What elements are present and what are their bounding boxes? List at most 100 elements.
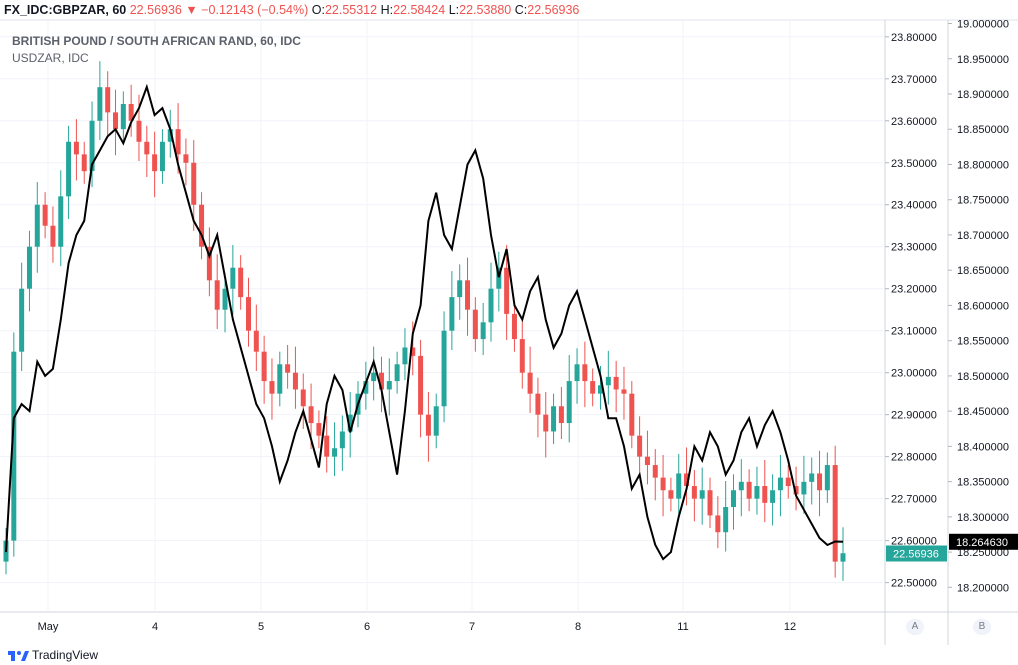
candle-body xyxy=(652,465,658,478)
right-axis-tick-label: 18.200000 xyxy=(957,582,1009,594)
left-axis-tick-label: 23.50000 xyxy=(891,158,937,170)
candle-body xyxy=(285,364,291,373)
candle-body xyxy=(730,490,736,508)
last-price: 22.56936 xyxy=(129,3,182,17)
candle-body xyxy=(11,351,17,541)
right-axis-tick-label: 18.300000 xyxy=(957,512,1009,524)
candle-body xyxy=(191,162,197,205)
time-axis-tick-label: 6 xyxy=(364,621,370,633)
candle-body xyxy=(105,87,111,113)
right-axis-tick-label: 18.450000 xyxy=(957,406,1009,418)
candle-body xyxy=(660,477,666,491)
candle-body xyxy=(66,141,72,197)
candle-body xyxy=(715,515,721,533)
candle-body xyxy=(457,280,463,298)
tradingview-logo-icon[interactable] xyxy=(8,649,30,663)
candle-body xyxy=(504,267,510,314)
last-price-right-label: 18.264630 xyxy=(956,537,1008,549)
candle-body xyxy=(433,406,439,436)
right-axis-tick-label: 18.600000 xyxy=(957,300,1009,312)
candle-body xyxy=(746,481,752,499)
candle-body xyxy=(465,280,471,310)
candle-body xyxy=(371,372,377,382)
close-value: 22.56936 xyxy=(527,3,580,17)
left-axis-tick-label: 22.60000 xyxy=(891,536,937,548)
candle-body xyxy=(175,129,181,155)
candle-body xyxy=(183,154,189,163)
candle-body xyxy=(566,381,572,424)
left-axis-auto-button[interactable]: A xyxy=(906,619,924,635)
left-axis-tick-label: 23.70000 xyxy=(891,74,937,86)
candle-body xyxy=(113,112,119,130)
time-axis-tick-label: 11 xyxy=(677,621,688,633)
candle-body xyxy=(159,141,165,172)
candle-body xyxy=(785,477,791,487)
candle-body xyxy=(684,473,690,487)
candle-body xyxy=(637,435,643,457)
time-axis-tick-label: 12 xyxy=(784,621,796,633)
candle-body xyxy=(199,204,205,247)
time-axis-tick-label: 7 xyxy=(469,621,475,633)
candle-body xyxy=(793,486,799,495)
candle-body xyxy=(644,456,650,466)
candle-body xyxy=(801,481,807,495)
candle-body xyxy=(332,448,338,457)
right-axis-auto-button[interactable]: B xyxy=(973,619,991,635)
right-axis-tick-label: 18.650000 xyxy=(957,265,1009,277)
price-change: −0.12143 (−0.54%) xyxy=(201,3,309,17)
candle-body xyxy=(152,154,158,172)
price-chart[interactable]: 23.80000 23.70000 23.60000 23.50000 23.40000… xyxy=(0,0,1018,645)
candle-body xyxy=(277,364,283,394)
candle-body xyxy=(809,473,815,482)
candle-body xyxy=(253,330,259,352)
candle-body xyxy=(762,486,768,503)
candle-body xyxy=(386,381,392,390)
candle-body xyxy=(449,297,455,331)
usdzar-line xyxy=(5,83,844,561)
candle-body xyxy=(42,204,48,226)
candle-body xyxy=(511,313,517,340)
low-label: L: xyxy=(448,3,460,17)
tradingview-brand[interactable]: TradingView xyxy=(32,648,99,662)
candle-body xyxy=(582,364,588,382)
candle-body xyxy=(824,465,830,491)
right-axis-tick-label: 18.850000 xyxy=(957,124,1009,136)
candle-body xyxy=(316,423,322,436)
candle-body xyxy=(527,372,533,394)
candle-body xyxy=(238,267,244,298)
close-label: C: xyxy=(514,3,528,17)
candle-body xyxy=(402,347,408,365)
left-axis-tick-label: 22.80000 xyxy=(891,452,937,464)
candle-body xyxy=(206,246,212,281)
candle-body xyxy=(222,288,228,310)
last-price-right-marker xyxy=(949,533,1018,550)
open-value: 22.55312 xyxy=(324,3,378,17)
candle-body xyxy=(723,507,729,533)
open-label: O: xyxy=(311,3,325,17)
candle-body xyxy=(214,280,220,310)
candle-body xyxy=(19,288,25,352)
candle-body xyxy=(230,267,236,289)
right-axis-tick-label: 18.550000 xyxy=(957,336,1009,348)
candle-body xyxy=(488,288,494,323)
right-axis-tick-label: 18.350000 xyxy=(957,477,1009,489)
candle-body xyxy=(245,297,251,331)
candle-body xyxy=(418,355,424,415)
candle-body xyxy=(574,364,580,382)
left-axis-tick-label: 23.30000 xyxy=(891,242,937,254)
candle-body xyxy=(590,381,596,394)
symbol-name[interactable]: FX_IDC:GBPZAR, 60 xyxy=(4,3,127,17)
candle-body xyxy=(136,120,142,142)
footer: TradingView xyxy=(0,645,1018,665)
candle-body xyxy=(480,322,486,340)
last-price-left-label: 22.56936 xyxy=(893,548,939,560)
candle-body xyxy=(840,553,846,562)
candle-body xyxy=(668,490,674,499)
candle-body xyxy=(128,103,134,121)
left-axis-tick-label: 23.10000 xyxy=(891,326,937,338)
right-axis-tick-label: 18.500000 xyxy=(957,371,1009,383)
candle-body xyxy=(58,196,64,247)
candle-body xyxy=(543,414,549,432)
left-axis-tick-label: 23.00000 xyxy=(891,368,937,380)
candle-body xyxy=(26,246,32,289)
